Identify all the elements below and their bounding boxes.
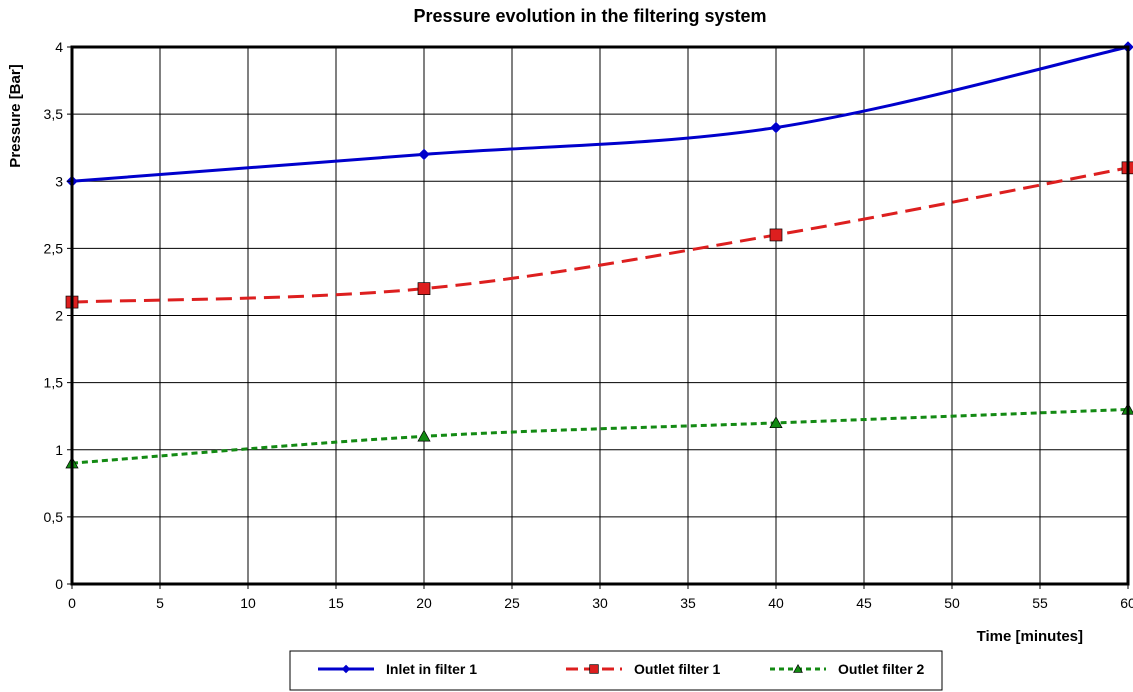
legend-marker <box>341 664 351 674</box>
data-point <box>417 429 431 442</box>
chart-title: Pressure evolution in the filtering syst… <box>413 6 766 26</box>
x-tick-label: 60 <box>1120 595 1133 611</box>
grid <box>71 46 1129 585</box>
y-axis-title: Pressure [Bar] <box>7 64 24 167</box>
series-layer <box>65 41 1133 469</box>
y-tick-label: 3,5 <box>44 106 64 122</box>
y-tick-label: 2,5 <box>44 240 64 256</box>
series-line <box>71 407 1129 465</box>
x-tick-label: 15 <box>328 595 344 611</box>
x-axis-title: Time [minutes] <box>977 628 1083 645</box>
legend-item-1: Inlet in filter 1 <box>318 661 477 677</box>
y-tick-label: 1,5 <box>44 375 64 391</box>
y-tick-label: 0 <box>55 576 63 592</box>
data-point <box>417 282 431 295</box>
x-tick-label: 55 <box>1032 595 1048 611</box>
x-tick-label: 20 <box>416 595 432 611</box>
y-axis-ticks: 0 0,5 1 1,5 2 2,5 3 3,5 4 <box>44 39 72 592</box>
legend-label: Outlet filter 1 <box>634 661 721 677</box>
x-tick-label: 10 <box>240 595 256 611</box>
x-tick-label: 45 <box>856 595 872 611</box>
series-line <box>71 166 1129 304</box>
y-tick-label: 1 <box>55 442 63 458</box>
legend-box <box>289 650 943 691</box>
legend: Inlet in filter 1 Outlet filter 1 Outlet f… <box>289 650 943 691</box>
x-tick-label: 5 <box>156 595 164 611</box>
y-tick-label: 4 <box>55 39 63 55</box>
data-point <box>418 148 430 161</box>
x-tick-label: 40 <box>768 595 784 611</box>
data-point <box>769 416 783 429</box>
legend-item-3: Outlet filter 2 <box>770 661 925 677</box>
y-tick-label: 3 <box>55 173 63 189</box>
series-line <box>71 45 1129 183</box>
x-tick-label: 0 <box>68 595 76 611</box>
y-tick-label: 2 <box>55 308 63 324</box>
legend-marker <box>793 663 803 673</box>
legend-label: Inlet in filter 1 <box>386 661 477 677</box>
data-point <box>770 121 782 134</box>
x-tick-label: 50 <box>944 595 960 611</box>
y-tick-label: 0,5 <box>44 509 64 525</box>
x-axis-ticks: 0 5 10 15 20 25 30 35 40 45 50 55 60 <box>68 584 1133 611</box>
x-tick-label: 35 <box>680 595 696 611</box>
x-tick-label: 25 <box>504 595 520 611</box>
data-point <box>769 228 783 242</box>
legend-label: Outlet filter 2 <box>838 661 925 677</box>
x-tick-label: 30 <box>592 595 608 611</box>
legend-item-2: Outlet filter 1 <box>566 661 721 677</box>
legend-marker <box>589 664 599 674</box>
